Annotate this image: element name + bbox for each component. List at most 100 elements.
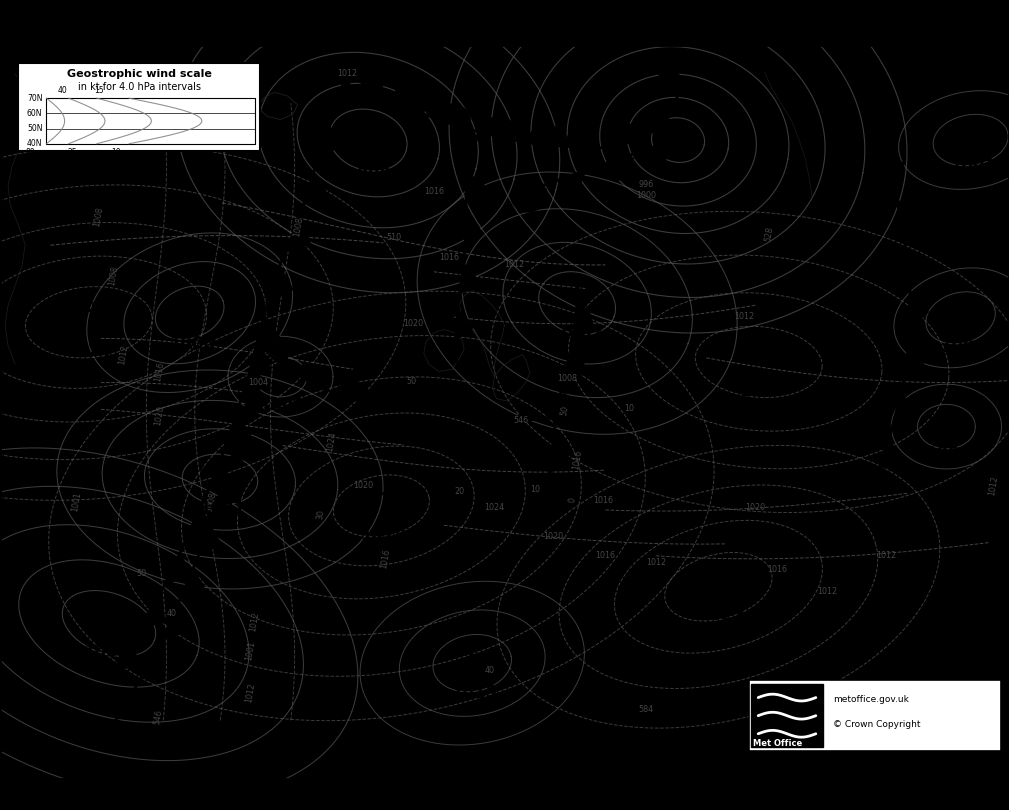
Polygon shape	[648, 102, 678, 130]
Text: 1008: 1008	[940, 339, 987, 356]
Text: 1020: 1020	[404, 319, 424, 328]
Text: 1012: 1012	[248, 611, 260, 632]
Polygon shape	[574, 306, 591, 336]
Text: 584: 584	[639, 705, 653, 714]
Polygon shape	[336, 382, 368, 400]
Text: H: H	[373, 484, 394, 509]
Text: in kt for 4.0 hPa intervals: in kt for 4.0 hPa intervals	[78, 82, 201, 92]
Text: 1001: 1001	[199, 500, 245, 518]
Polygon shape	[459, 263, 479, 294]
Text: L: L	[674, 125, 688, 148]
Polygon shape	[286, 220, 311, 252]
Text: 1016: 1016	[595, 551, 615, 560]
Text: L: L	[957, 297, 971, 321]
Text: 1000: 1000	[169, 335, 215, 352]
Polygon shape	[199, 524, 222, 553]
Polygon shape	[472, 403, 502, 419]
Polygon shape	[515, 405, 541, 420]
Text: 1012: 1012	[337, 70, 357, 79]
Text: 1012: 1012	[735, 312, 755, 321]
Text: 10: 10	[530, 484, 540, 493]
Text: 40: 40	[58, 86, 68, 95]
Text: 1020: 1020	[353, 481, 373, 490]
Text: 1012: 1012	[876, 551, 896, 560]
Text: 70N: 70N	[27, 94, 42, 103]
Text: 1001: 1001	[244, 640, 256, 661]
Text: H: H	[752, 341, 772, 365]
Polygon shape	[565, 129, 598, 147]
Text: 1012: 1012	[117, 344, 129, 365]
Bar	[18, 63, 260, 151]
Text: 1001: 1001	[259, 397, 306, 415]
Polygon shape	[435, 104, 470, 126]
Text: 25: 25	[68, 148, 78, 157]
Polygon shape	[333, 77, 358, 109]
Text: 1016: 1016	[571, 449, 583, 471]
Polygon shape	[390, 87, 426, 111]
Polygon shape	[165, 552, 191, 583]
Polygon shape	[163, 611, 186, 639]
Polygon shape	[564, 350, 584, 380]
Text: L: L	[185, 293, 199, 318]
Polygon shape	[906, 248, 925, 279]
Text: 996: 996	[638, 180, 654, 189]
Text: 1016: 1016	[767, 565, 787, 574]
Text: 1022: 1022	[698, 607, 745, 625]
Polygon shape	[435, 399, 460, 416]
Polygon shape	[140, 597, 166, 627]
Text: 50: 50	[407, 377, 417, 386]
Text: 1016: 1016	[739, 382, 785, 400]
Polygon shape	[898, 200, 918, 231]
Polygon shape	[867, 109, 889, 138]
Text: metoffice.gov.uk: metoffice.gov.uk	[833, 696, 909, 705]
Text: 1024: 1024	[325, 431, 337, 452]
Polygon shape	[459, 125, 479, 156]
Text: Met Office: Met Office	[753, 740, 802, 748]
Text: 40: 40	[166, 609, 177, 618]
Text: 20: 20	[454, 487, 464, 496]
Text: 1016: 1016	[424, 187, 444, 196]
Text: 30: 30	[316, 509, 326, 521]
Polygon shape	[894, 393, 915, 423]
Polygon shape	[348, 64, 382, 89]
Polygon shape	[258, 338, 288, 364]
Polygon shape	[455, 309, 474, 340]
Polygon shape	[883, 155, 905, 184]
Bar	[749, 680, 1001, 752]
Text: 1012: 1012	[646, 558, 666, 567]
Text: L: L	[967, 117, 981, 141]
Text: 60N: 60N	[27, 109, 42, 118]
Polygon shape	[304, 173, 328, 205]
Text: 1020: 1020	[153, 405, 165, 426]
Polygon shape	[207, 460, 232, 492]
Polygon shape	[229, 436, 251, 466]
Text: 40N: 40N	[27, 139, 42, 148]
Polygon shape	[187, 506, 212, 538]
Text: 1020: 1020	[543, 532, 563, 541]
Text: 1015: 1015	[451, 684, 497, 701]
Polygon shape	[598, 158, 634, 181]
Text: 546: 546	[152, 709, 164, 725]
Text: Geostrophic wind scale: Geostrophic wind scale	[67, 69, 212, 79]
Polygon shape	[113, 641, 139, 670]
Text: L: L	[275, 356, 290, 380]
Polygon shape	[905, 345, 925, 376]
Polygon shape	[528, 125, 564, 144]
Text: L: L	[467, 642, 481, 667]
Polygon shape	[268, 267, 293, 300]
Text: H: H	[711, 565, 732, 589]
Text: 1006: 1006	[925, 445, 972, 463]
Text: 1024: 1024	[66, 342, 112, 360]
Polygon shape	[910, 296, 928, 327]
Text: 1001: 1001	[71, 491, 83, 512]
Polygon shape	[226, 412, 250, 445]
Polygon shape	[465, 217, 484, 248]
Text: 1016: 1016	[379, 548, 391, 569]
Polygon shape	[556, 171, 585, 193]
Text: 1002: 1002	[83, 643, 129, 661]
Text: 1002: 1002	[557, 323, 603, 342]
Text: H: H	[79, 301, 99, 325]
Polygon shape	[609, 124, 644, 145]
Polygon shape	[215, 480, 236, 509]
Polygon shape	[659, 59, 676, 94]
